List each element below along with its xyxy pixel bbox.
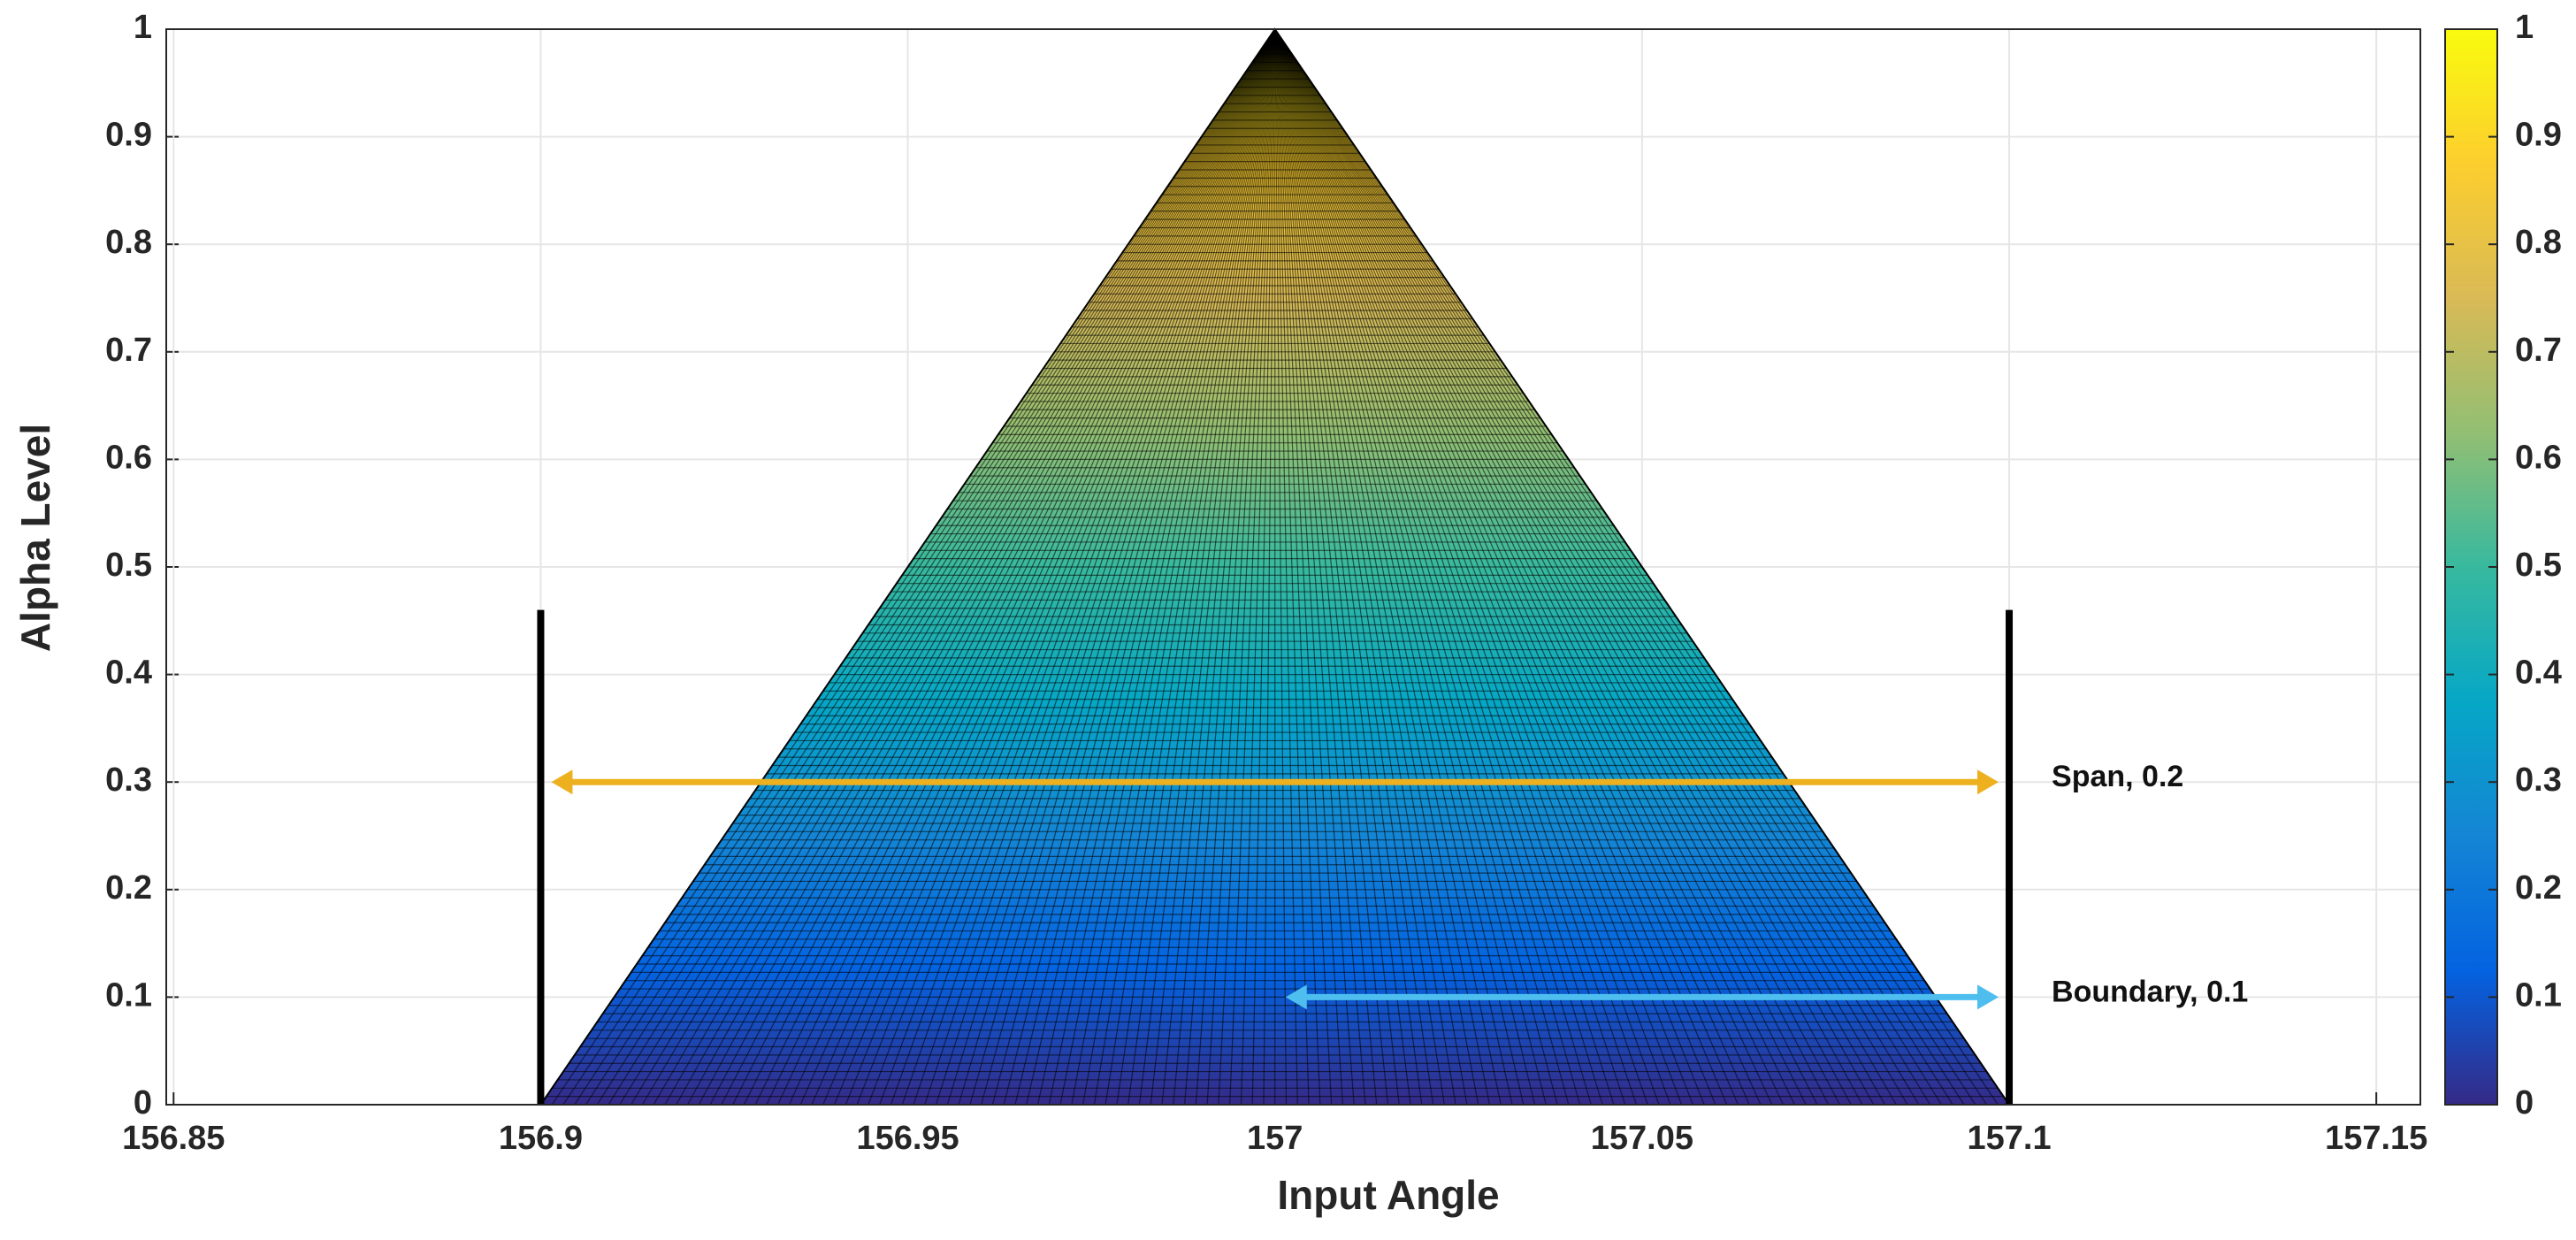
y-tick-label: 0.1 (105, 976, 152, 1014)
y-tick-label: 0.5 (105, 547, 152, 584)
y-tick-label: 0 (134, 1084, 152, 1121)
colorbar-tick-label: 0.7 (2515, 332, 2562, 369)
y-tick-label: 1 (134, 9, 152, 46)
annotation: Boundary, 0.1 (2052, 975, 2248, 1008)
axes-box (165, 28, 2421, 1106)
colorbar-tick-label: 0.2 (2515, 869, 2562, 907)
colorbar-tick-label: 0.6 (2515, 439, 2562, 476)
arrow-head (551, 769, 573, 795)
y-tick-label: 0.8 (105, 224, 152, 261)
colorbar-tick-label: 0.4 (2515, 654, 2562, 692)
x-tick-label: 156.95 (856, 1120, 959, 1157)
x-tick-label: 157 (1247, 1120, 1303, 1157)
y-tick-label: 0.2 (105, 869, 152, 907)
colorbar-tick-label: 0.3 (2515, 762, 2562, 799)
x-tick-label: 156.85 (122, 1120, 225, 1157)
x-tick-label: 157.15 (2325, 1120, 2427, 1157)
y-axis-label: Alpha Level (12, 424, 58, 652)
arrow-head (1285, 984, 1307, 1010)
y-tick-label: 0.4 (105, 654, 152, 692)
y-tick-label: 0.9 (105, 117, 152, 154)
y-tick-label: 0.3 (105, 762, 152, 799)
y-tick-label: 0.7 (105, 332, 152, 369)
arrow-head (1977, 769, 1999, 795)
colorbar-tick-label: 0.8 (2515, 224, 2562, 261)
colorbar-tick-label: 0.5 (2515, 547, 2562, 584)
colorbar-tick-label: 0.9 (2515, 117, 2562, 154)
x-axis-label: Input Angle (1277, 1172, 1499, 1218)
annotation: Span, 0.2 (2052, 760, 2183, 793)
x-tick-label: 157.1 (1967, 1120, 2051, 1157)
x-tick-label: 157.05 (1591, 1120, 1693, 1157)
y-tick-label: 0.6 (105, 439, 152, 476)
colorbar-tick-label: 0 (2515, 1084, 2534, 1121)
x-tick-label: 156.9 (499, 1120, 583, 1157)
colorbar-tick-label: 1 (2515, 9, 2534, 46)
arrow-head (1977, 984, 1999, 1010)
colorbar-tick-label: 0.1 (2515, 976, 2562, 1014)
